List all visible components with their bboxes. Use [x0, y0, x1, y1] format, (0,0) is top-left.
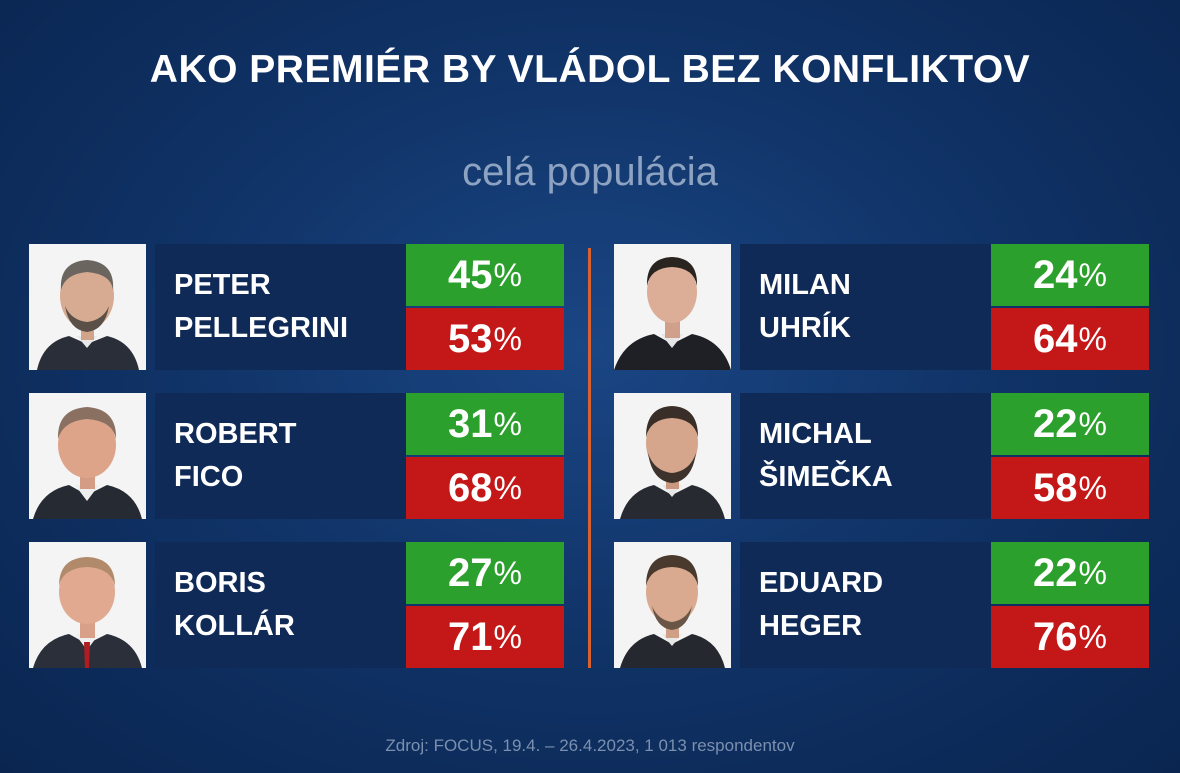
yes-value: 22: [1033, 401, 1078, 446]
percent-sign: %: [1078, 405, 1107, 442]
page-subtitle: celá populácia: [462, 150, 718, 194]
portrait-photo: [614, 393, 731, 519]
yes-value: 45: [448, 252, 493, 297]
last-name: UHRÍK: [759, 312, 851, 344]
yes-value: 24: [1033, 252, 1078, 297]
percent-sign: %: [1078, 554, 1107, 591]
no-value: 76: [1033, 614, 1078, 659]
yes-percentage: 31%: [406, 393, 564, 455]
yes-value: 31: [448, 401, 493, 446]
last-name: HEGER: [759, 610, 863, 642]
no-percentage: 68%: [406, 457, 564, 519]
yes-percentage: 24%: [991, 244, 1149, 306]
no-value: 53: [448, 316, 493, 361]
yes-percentage: 27%: [406, 542, 564, 604]
no-percentage: 58%: [991, 457, 1149, 519]
no-value: 71: [448, 614, 493, 659]
no-percentage: 71%: [406, 606, 564, 668]
portrait-photo: [29, 542, 146, 668]
percent-sign: %: [1078, 469, 1107, 506]
last-name: ŠIMEČKA: [759, 461, 893, 493]
last-name: KOLLÁR: [174, 610, 295, 642]
candidate-card-simecka: MICHAL ŠIMEČKA 22% 58%: [614, 393, 1149, 519]
percent-sign: %: [1078, 256, 1107, 293]
yes-percentage: 22%: [991, 542, 1149, 604]
candidate-card-fico: ROBERT FICO 31% 68%: [29, 393, 564, 519]
source-footer: Zdroj: FOCUS, 19.4. – 26.4.2023, 1 013 r…: [385, 736, 795, 755]
no-value: 64: [1033, 316, 1078, 361]
percent-sign: %: [493, 405, 522, 442]
first-name: MILAN: [759, 269, 851, 301]
portrait-photo: [29, 393, 146, 519]
candidate-name: MILAN UHRÍK: [740, 244, 991, 370]
percent-sign: %: [493, 469, 522, 506]
candidate-name: MICHAL ŠIMEČKA: [740, 393, 991, 519]
last-name: PELLEGRINI: [174, 312, 349, 344]
percent-sign: %: [1078, 618, 1107, 655]
percent-sign: %: [493, 554, 522, 591]
no-percentage: 64%: [991, 308, 1149, 370]
first-name: BORIS: [174, 567, 266, 599]
portrait-photo: [614, 244, 731, 370]
first-name: PETER: [174, 269, 271, 301]
first-name: EDUARD: [759, 567, 884, 599]
percent-sign: %: [493, 320, 522, 357]
portrait-photo: [614, 542, 731, 668]
portrait-photo: [29, 244, 146, 370]
candidate-card-pellegrini: PETER PELLEGRINI 45% 53%: [29, 244, 564, 370]
yes-value: 27: [448, 550, 493, 595]
candidate-name: PETER PELLEGRINI: [155, 244, 406, 370]
column-divider: [588, 248, 591, 668]
no-percentage: 53%: [406, 308, 564, 370]
candidate-name: ROBERT FICO: [155, 393, 406, 519]
candidate-card-kollar: BORIS KOLLÁR 27% 71%: [29, 542, 564, 668]
yes-value: 22: [1033, 550, 1078, 595]
yes-percentage: 22%: [991, 393, 1149, 455]
first-name: ROBERT: [174, 418, 297, 450]
last-name: FICO: [174, 461, 244, 493]
percent-sign: %: [493, 256, 522, 293]
no-value: 68: [448, 465, 493, 510]
yes-percentage: 45%: [406, 244, 564, 306]
percent-sign: %: [493, 618, 522, 655]
percent-sign: %: [1078, 320, 1107, 357]
candidate-name: BORIS KOLLÁR: [155, 542, 406, 668]
candidate-card-heger: EDUARD HEGER 22% 76%: [614, 542, 1149, 668]
candidate-card-uhrik: MILAN UHRÍK 24% 64%: [614, 244, 1149, 370]
no-value: 58: [1033, 465, 1078, 510]
candidate-name: EDUARD HEGER: [740, 542, 991, 668]
first-name: MICHAL: [759, 418, 872, 450]
no-percentage: 76%: [991, 606, 1149, 668]
page-title: AKO PREMIÉR BY VLÁDOL BEZ KONFLIKTOV: [149, 48, 1031, 91]
